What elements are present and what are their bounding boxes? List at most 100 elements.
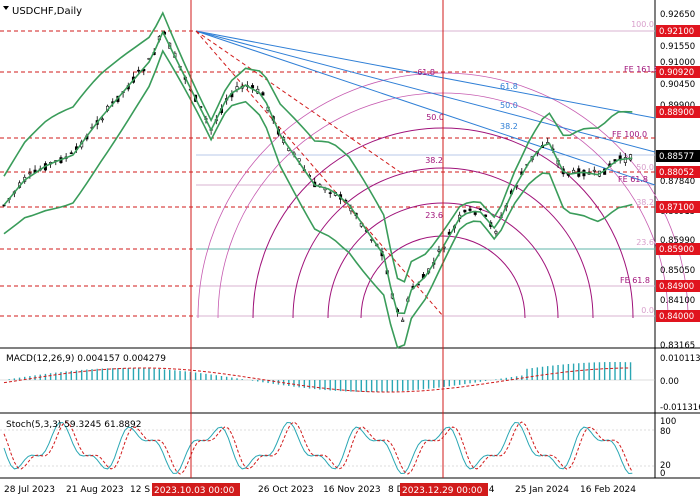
price-tag-label: 0.85900 xyxy=(659,245,694,255)
arc-label: 50.0 xyxy=(426,113,444,122)
candle-body xyxy=(629,154,633,161)
time-label: 8 D xyxy=(388,485,404,495)
arc-label: 23.6 xyxy=(425,211,443,220)
candle-body xyxy=(69,152,73,155)
fib-label: 0.0 xyxy=(641,306,654,315)
candle-body xyxy=(623,157,627,163)
time-label: 28 Jul 2023 xyxy=(4,485,55,495)
chart-title: USDCHF,Daily xyxy=(12,6,82,17)
fib-label: 23.6 xyxy=(636,238,654,247)
macd-pane xyxy=(0,362,655,393)
price-tag-label: 0.87100 xyxy=(659,203,694,213)
candle-body xyxy=(468,208,472,211)
time-axis: 28 Jul 2023 21 Aug 2023 12 S 26 Oct 2023… xyxy=(4,483,636,496)
time-highlight-label: 2023.12.29 00:00 xyxy=(402,486,483,496)
price-tick: 0.83165 xyxy=(660,341,695,351)
price-axis: 0.926500.921000.915500.910000.904500.899… xyxy=(660,10,695,351)
candle-body xyxy=(494,231,498,234)
trend-line[interactable] xyxy=(195,30,401,173)
price-tick: 0.90450 xyxy=(660,80,695,90)
fan-label: 61.8 xyxy=(500,82,518,91)
stoch-tick: 20 xyxy=(660,461,671,471)
fib-fan-line[interactable] xyxy=(195,30,656,186)
stoch-d-line xyxy=(3,421,633,475)
time-label: 25 Jan 2024 xyxy=(515,485,569,495)
candle-body xyxy=(328,192,332,194)
candle-body xyxy=(592,169,596,172)
fib-label: 50.0 xyxy=(636,163,654,172)
macd-tick: 0.00 xyxy=(660,377,679,387)
time-label: 26 Oct 2023 xyxy=(258,485,314,495)
candle-body xyxy=(100,118,104,121)
time-label: 12 S xyxy=(130,485,150,495)
candle-body xyxy=(572,169,576,173)
stoch-tick: 100 xyxy=(660,417,676,427)
candle-body xyxy=(401,319,405,322)
dropdown-triangle-icon[interactable] xyxy=(3,6,9,10)
price-tick: 0.87840 xyxy=(660,177,695,187)
time-highlight-box xyxy=(400,483,488,496)
price-tag-label: 0.90920 xyxy=(659,68,694,78)
main-chart-area xyxy=(0,0,655,348)
macd-label: MACD(12,26,9) 0.004157 0.004279 xyxy=(6,354,166,364)
price-tag-label: 0.88052 xyxy=(659,168,694,178)
fib-label: 38.2 xyxy=(636,198,654,207)
time-highlight-label: 2023.10.03 00:00 xyxy=(154,486,235,496)
candle-body xyxy=(251,85,255,89)
stoch-k-line xyxy=(3,421,633,475)
price-tag xyxy=(656,201,700,213)
candle-body xyxy=(137,69,141,72)
price-tag xyxy=(656,106,700,118)
price-tick: 0.85050 xyxy=(660,266,695,276)
time-highlight-box xyxy=(152,483,240,496)
stoch-label: Stoch(5,3,3) 59.3245 61.8892 xyxy=(6,420,141,430)
stoch-axis: 100 80 20 0 xyxy=(660,417,676,479)
price-tag-label: 0.84900 xyxy=(659,282,694,292)
fib-fan-line[interactable] xyxy=(195,30,656,119)
price-tag xyxy=(656,310,700,322)
fan-label: 38.2 xyxy=(500,122,518,131)
price-tick: 0.91000 xyxy=(660,58,695,68)
last-price-label: 0.88577 xyxy=(659,152,694,162)
price-tags: 0.92100 0.90920 0.88900 0.88052 0.87100 0.859… xyxy=(656,25,700,322)
fe-label: FE 100.0 xyxy=(612,130,647,139)
arc-label: 61.8 xyxy=(417,68,435,77)
bollinger-upper[interactable] xyxy=(3,11,633,283)
fib-fan-line[interactable] xyxy=(195,30,656,153)
arc-label: 38.2 xyxy=(425,156,443,165)
time-label: 16 Nov 2023 xyxy=(323,485,381,495)
fe-label: FE 61.8 xyxy=(618,175,648,184)
fe-label: FE 161.8 xyxy=(624,65,659,74)
last-price-tag xyxy=(656,150,700,162)
chart-title-group: USDCHF,Daily xyxy=(3,6,82,17)
bollinger-lower[interactable] xyxy=(3,49,633,349)
candle-body xyxy=(261,92,265,96)
price-tag xyxy=(656,66,700,78)
fan-label: 50.0 xyxy=(500,101,518,110)
macd-tick: -0.011316 xyxy=(660,403,700,413)
price-tick: 0.85990 xyxy=(660,236,695,246)
bollinger-middle[interactable] xyxy=(3,30,633,315)
price-tag-label: 0.92100 xyxy=(659,27,694,37)
time-label: 24 xyxy=(483,485,495,495)
price-tag xyxy=(656,243,700,255)
time-label: 21 Aug 2023 xyxy=(66,485,124,495)
price-tag xyxy=(656,166,700,178)
price-tick: 0.91550 xyxy=(660,42,695,52)
price-tick: 0.92650 xyxy=(660,10,695,20)
price-tick: 0.84100 xyxy=(660,296,695,306)
macd-tick: 0.010113 xyxy=(660,354,700,364)
price-tag-label: 0.84000 xyxy=(659,312,694,322)
price-tag xyxy=(656,25,700,37)
macd-axis: 0.010113 0.00 -0.011316 xyxy=(660,354,700,413)
candle-body xyxy=(478,208,482,210)
macd-signal xyxy=(3,367,631,393)
fe-label: FE 61.8 xyxy=(620,276,650,285)
stoch-pane xyxy=(0,421,655,475)
time-label: 16 Feb 2024 xyxy=(580,485,636,495)
price-tag xyxy=(656,280,700,292)
stoch-tick: 0 xyxy=(660,469,665,479)
candle-body xyxy=(463,209,467,213)
fib-label: 100.0 xyxy=(631,20,654,29)
candle-body xyxy=(28,172,32,175)
